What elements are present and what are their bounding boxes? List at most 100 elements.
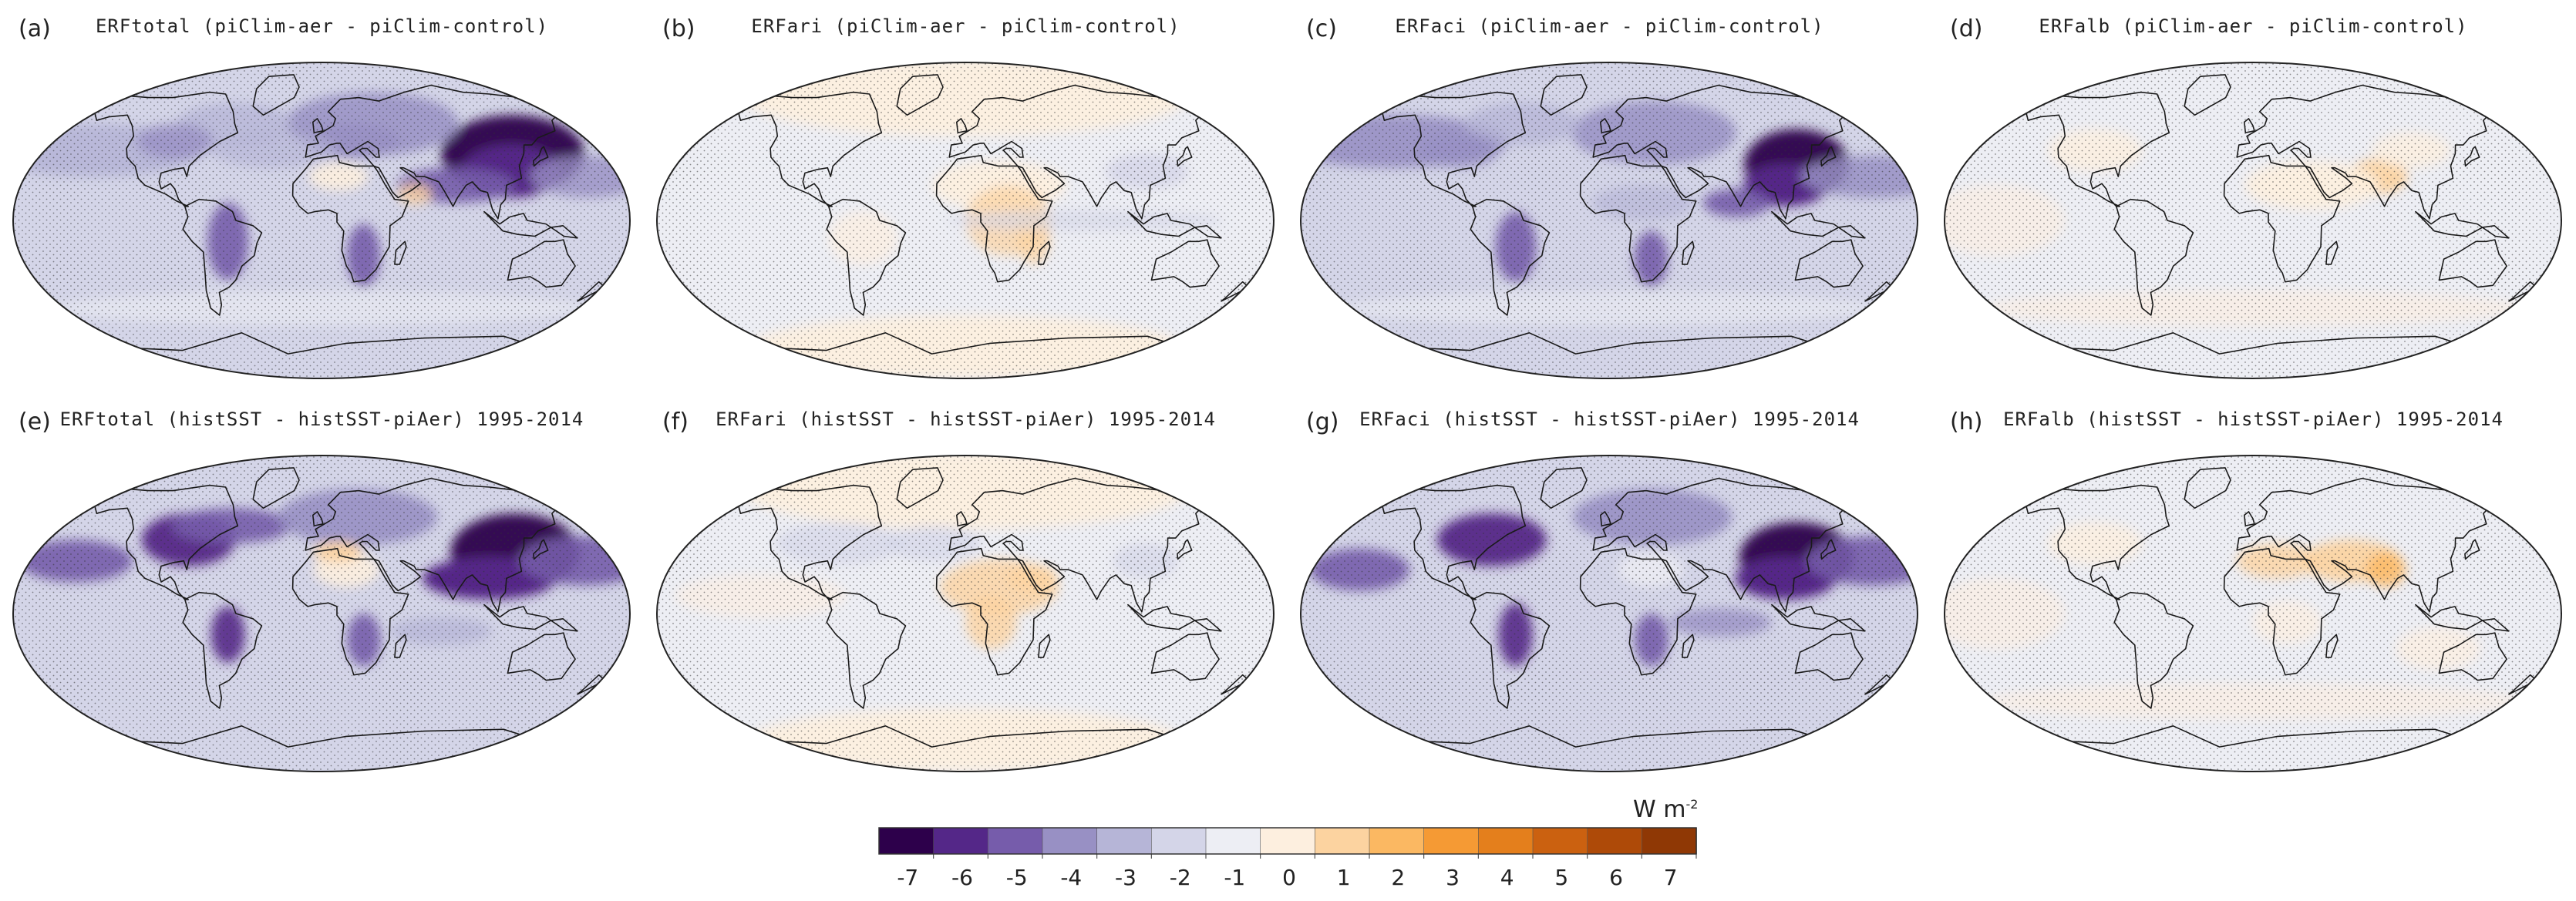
coastline-southAmerica [826, 198, 907, 316]
coastline-southAmerica [2113, 591, 2194, 709]
coastline-antarctica [2036, 332, 2470, 378]
coastline-indonesia [1127, 210, 1222, 239]
panel-title: ERFalb (piClim-aer - piClim-control) [2039, 15, 2468, 37]
map-panel-b: (b) ERFari (piClim-aer - piClim-control) [644, 0, 1288, 393]
coastline-madagascar [1038, 634, 1051, 658]
coastline-madagascar [394, 634, 407, 658]
map-border [656, 455, 1275, 772]
map-border [656, 62, 1275, 379]
colorbar-tick-label: 6 [1609, 865, 1623, 890]
coastline-indonesia [1771, 210, 1866, 239]
coastline-indonesia [2415, 603, 2510, 632]
map-panel-h: (h) ERFalb (histSST - histSST-piAer) 199… [1931, 393, 2575, 786]
coastline-newZealand [1864, 674, 1894, 695]
colorbar-tick-label: -4 [1060, 865, 1082, 890]
colorbar-tick-label: -2 [1170, 865, 1191, 890]
map-svg [12, 62, 631, 379]
panel-letter: (b) [662, 15, 695, 42]
coastline-greenland [252, 74, 300, 116]
coastline-greenland [1540, 74, 1588, 116]
coastline-uk [2244, 511, 2255, 526]
map-field [657, 62, 1274, 378]
map-svg [1300, 62, 1918, 379]
significance-stipple [1301, 456, 1918, 772]
coastline-uk [956, 511, 968, 526]
map-border [12, 62, 631, 379]
colorbar-swatch [878, 827, 934, 855]
map-panel-d: (d) ERFalb (piClim-aer - piClim-control) [1931, 0, 2575, 393]
coastline-greenland [2184, 467, 2231, 509]
coastline-africa [291, 154, 409, 283]
coastline-northAmerica [2025, 91, 2170, 207]
coastline-northAmerica [1382, 91, 1527, 207]
panel-letter: (c) [1306, 15, 1337, 42]
coastline-japan [1820, 146, 1837, 167]
coastline-newZealand [577, 281, 606, 302]
colorbar-swatch [933, 827, 989, 855]
coastlines [738, 467, 1250, 772]
map-svg [1944, 62, 2562, 379]
panel-title: ERFaci (piClim-aer - piClim-control) [1395, 15, 1824, 37]
coastline-australia [1150, 239, 1220, 288]
colorbar-tick-label: 1 [1337, 865, 1351, 890]
colorbar-tick-label: 4 [1500, 865, 1514, 890]
coastline-antarctica [749, 725, 1182, 772]
coastline-madagascar [394, 240, 407, 265]
coastline-southAmerica [2113, 198, 2194, 316]
coastline-eurasia [2236, 84, 2496, 220]
colorbar-swatch [1260, 827, 1316, 855]
coastline-eurasia [305, 477, 564, 613]
map-svg [656, 455, 1275, 772]
map-field [13, 62, 630, 378]
coastlines [1382, 467, 1894, 772]
map-panel-c: (c) ERFaci (piClim-aer - piClim-control) [1288, 0, 1931, 393]
coastline-antarctica [749, 332, 1182, 378]
coastline-newZealand [2508, 674, 2537, 695]
significance-stipple [657, 456, 1274, 772]
coastline-africa [935, 547, 1053, 676]
coastline-antarctica [105, 725, 538, 772]
coastline-greenland [896, 74, 944, 116]
map-border [1944, 455, 2562, 772]
panel-title: ERFari (histSST - histSST-piAer) 1995-20… [716, 408, 1216, 430]
coastlines [2025, 74, 2537, 378]
map-border [1300, 62, 1918, 379]
colorbar-swatch [1587, 827, 1643, 855]
map-field [1301, 62, 1918, 378]
coastline-newZealand [1864, 281, 1894, 302]
panel-letter: (e) [19, 408, 51, 435]
coastline-japan [1177, 539, 1193, 560]
map-svg [1944, 455, 2562, 772]
coastline-australia [2438, 632, 2507, 681]
colorbar-swatch [1205, 827, 1261, 855]
coastlines [94, 74, 606, 378]
coastline-northAmerica [1382, 484, 1527, 600]
map-svg [12, 455, 631, 772]
coastline-antarctica [1392, 332, 1826, 378]
coastline-northAmerica [2025, 484, 2170, 600]
colorbar-swatch [1314, 827, 1370, 855]
panel-title: ERFtotal (piClim-aer - piClim-control) [95, 15, 549, 37]
coastline-japan [1820, 539, 1837, 560]
coastline-madagascar [1682, 634, 1695, 658]
coastline-antarctica [1392, 725, 1826, 772]
colorbar-swatch [1096, 827, 1153, 855]
coastline-japan [1177, 146, 1193, 167]
coastline-australia [1794, 239, 1864, 288]
coastline-africa [1579, 547, 1697, 676]
coastline-uk [1600, 511, 1611, 526]
coastline-australia [507, 239, 576, 288]
colorbar-tick-label: -7 [897, 865, 918, 890]
coastline-antarctica [2036, 725, 2470, 772]
coastline-africa [2223, 154, 2341, 283]
coastline-greenland [2184, 74, 2231, 116]
coastline-japan [2464, 146, 2480, 167]
panel-title: ERFtotal (histSST - histSST-piAer) 1995-… [59, 408, 584, 430]
coastline-uk [312, 118, 324, 133]
colorbar-swatch [1042, 827, 1098, 855]
coastline-africa [291, 547, 409, 676]
colorbar-unit-text: W m [1633, 796, 1686, 823]
coastline-greenland [252, 467, 300, 509]
significance-stipple [1945, 456, 2561, 772]
map-border [12, 455, 631, 772]
